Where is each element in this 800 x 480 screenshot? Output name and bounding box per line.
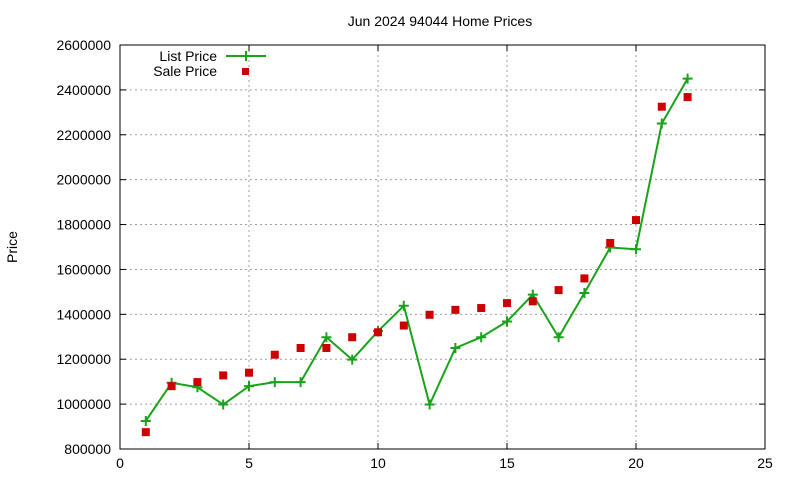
y-tick-label: 1000000 (56, 396, 111, 412)
list-price-point (218, 399, 229, 410)
sale-price-point (554, 286, 563, 295)
y-tick-label: 2400000 (56, 82, 111, 98)
x-tick-label: 15 (499, 455, 515, 471)
y-tick-label: 2200000 (56, 127, 111, 143)
sale-price-point (374, 328, 382, 337)
legend-marker-sale-price (242, 68, 249, 75)
list-price-point (347, 354, 358, 365)
list-price-point (269, 377, 280, 388)
x-tick-label: 25 (757, 455, 773, 471)
list-price-point (295, 377, 306, 388)
list-price-point (398, 300, 409, 311)
sale-price-point (399, 321, 408, 330)
sale-price-point (528, 297, 537, 306)
sale-price-point (296, 344, 305, 352)
list-price-point (140, 415, 151, 426)
legend-marker-list-price (241, 51, 251, 61)
sale-price-point (606, 238, 615, 247)
sale-price-point (425, 310, 434, 319)
list-price-point (579, 288, 590, 299)
x-tick-label: 0 (116, 455, 124, 471)
y-tick-label: 2000000 (56, 172, 111, 188)
sale-price-point (270, 350, 279, 359)
list-price-point (553, 332, 564, 343)
x-tick-label: 20 (628, 455, 644, 471)
y-tick-label: 800000 (64, 441, 111, 457)
sale-price-point (141, 428, 150, 437)
list-price-point (631, 244, 641, 255)
axis-ticks: 0 5 10 15 20 25 800000 1000000 1200000 1400000 160… (56, 37, 773, 471)
plot-frame (119, 44, 766, 450)
sale-price-point (580, 274, 589, 283)
series-layer (140, 73, 693, 437)
sale-price-point (503, 299, 511, 308)
list-price-point (244, 381, 254, 392)
y-tick-label: 1200000 (56, 351, 111, 367)
list-price-point (321, 332, 332, 343)
y-axis-label: Price (4, 231, 20, 263)
list-price-point (682, 73, 693, 84)
chart-title: Jun 2024 94044 Home Prices (348, 13, 532, 29)
list-price-point (450, 343, 461, 353)
sale-price-point (451, 305, 460, 314)
x-tick-label: 5 (245, 455, 253, 471)
sale-price-point (245, 368, 253, 377)
y-tick-label: 1600000 (56, 261, 111, 277)
list-price-point (656, 118, 667, 129)
list-price-point (502, 316, 512, 327)
grid-lines (120, 45, 765, 449)
sale-price-point (348, 333, 357, 342)
list-price-line (144, 78, 689, 422)
y-tick-label: 2600000 (56, 37, 111, 53)
legend-label-sale-price: Sale Price (153, 63, 217, 79)
x-tick-label: 10 (370, 455, 386, 471)
y-tick-label: 1800000 (56, 217, 111, 233)
sale-price-point (683, 93, 692, 102)
sale-price-point (657, 102, 666, 111)
legend-label-list-price: List Price (159, 48, 217, 64)
sale-price-point (219, 371, 228, 380)
list-price-point (424, 399, 435, 410)
y-tick-label: 1400000 (56, 306, 111, 322)
sale-price-point (193, 378, 202, 387)
sale-price-point (477, 304, 486, 313)
sale-price-point (322, 344, 331, 352)
sale-price-point (632, 216, 640, 225)
list-price-point (476, 332, 487, 343)
sale-price-point (167, 382, 176, 391)
legend: List Price Sale Price (153, 48, 266, 79)
